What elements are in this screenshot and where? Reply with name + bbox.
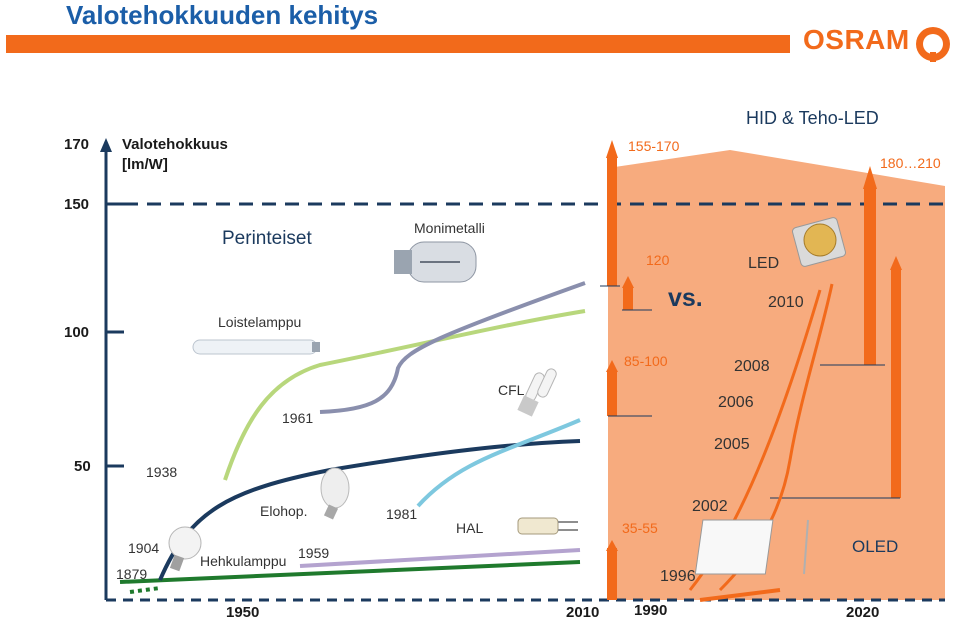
- label-incandescent: Hehkulamppu: [200, 553, 287, 569]
- halogen-capsule-image: [517, 517, 578, 535]
- y-tick-label-50: 50: [74, 458, 91, 475]
- incandescent-early-dots: [129, 586, 161, 594]
- hid-bar-120-tip: [622, 276, 634, 288]
- hid-bar-35-55-tip: [606, 540, 618, 551]
- hid-led-panel: [608, 150, 945, 600]
- cfl-lamp-image: [517, 368, 557, 417]
- year-1996: 1996: [660, 568, 696, 585]
- incandescent-curve: [119, 560, 581, 584]
- year-1961: 1961: [282, 410, 314, 426]
- label-fluorescent: Loistelamppu: [218, 314, 302, 330]
- year-1879: 1879: [116, 566, 148, 582]
- range-120: 120: [646, 252, 670, 268]
- title-underline-bar: [6, 35, 790, 53]
- incandescent-lamp-image: [168, 526, 202, 572]
- fluorescent-curve: [223, 309, 586, 481]
- vs-label: vs.: [668, 284, 703, 312]
- oled-curve: [699, 588, 781, 602]
- mercury-lamp-image: [320, 467, 350, 520]
- fluorescent-tube-image: [192, 339, 320, 355]
- year-2006: 2006: [718, 394, 754, 411]
- label-led: LED: [748, 255, 780, 272]
- led-bar-right-tip: [890, 256, 902, 270]
- page-title: Valotehokkuuden kehitys: [66, 0, 379, 30]
- year-1959: 1959: [298, 545, 330, 561]
- year-2005: 2005: [714, 436, 750, 453]
- y-axis-title: Valotehokkuus: [122, 136, 228, 153]
- year-1938: 1938: [146, 464, 178, 480]
- y-tick-label-170: 170: [64, 136, 90, 153]
- range-155-170: 155-170: [628, 138, 680, 154]
- x-tick-label-2020: 2020: [846, 604, 880, 621]
- led-bar-180-210-tip: [863, 166, 877, 189]
- y-axis-unit: [lm/W]: [122, 156, 168, 173]
- hid-bar-155-170-tip: [606, 140, 618, 158]
- power-led-image: [792, 217, 846, 267]
- y-axis-arrow: [100, 138, 112, 152]
- label-oled: OLED: [852, 537, 899, 556]
- x-tick-label-1950: 1950: [226, 604, 260, 621]
- hid-bar-85-100-tip: [606, 360, 618, 372]
- x-tick-label-2010: 2010: [566, 604, 600, 621]
- heading-traditional: Perinteiset: [222, 228, 312, 249]
- label-mercury: Elohop.: [260, 503, 308, 519]
- halogen-curve: [299, 548, 581, 568]
- year-2002: 2002: [692, 498, 728, 515]
- label-halogen: HAL: [456, 520, 484, 536]
- oled-panel-image: [694, 519, 809, 575]
- range-35-55: 35-55: [622, 520, 658, 536]
- range-180-210: 180…210: [880, 155, 941, 171]
- year-2010: 2010: [768, 294, 804, 311]
- y-tick-label-100: 100: [64, 324, 90, 341]
- heading-hid-led: HID & Teho-LED: [746, 108, 879, 128]
- label-cfl: CFL: [498, 382, 525, 398]
- label-metal-halide: Monimetalli: [414, 220, 485, 236]
- metal-halide-curve: [319, 281, 586, 414]
- x-tick-label-1990: 1990: [634, 602, 668, 619]
- year-2008: 2008: [734, 358, 770, 375]
- metal-halide-lamp-image: [394, 241, 477, 283]
- year-1904: 1904: [128, 540, 160, 556]
- year-1981: 1981: [386, 506, 418, 522]
- y-tick-label-150: 150: [64, 196, 90, 213]
- cfl-curve: [416, 418, 581, 508]
- logo-wordmark: OSRAM: [803, 24, 910, 55]
- range-85-100: 85-100: [624, 353, 668, 369]
- osram-logo: [916, 27, 950, 62]
